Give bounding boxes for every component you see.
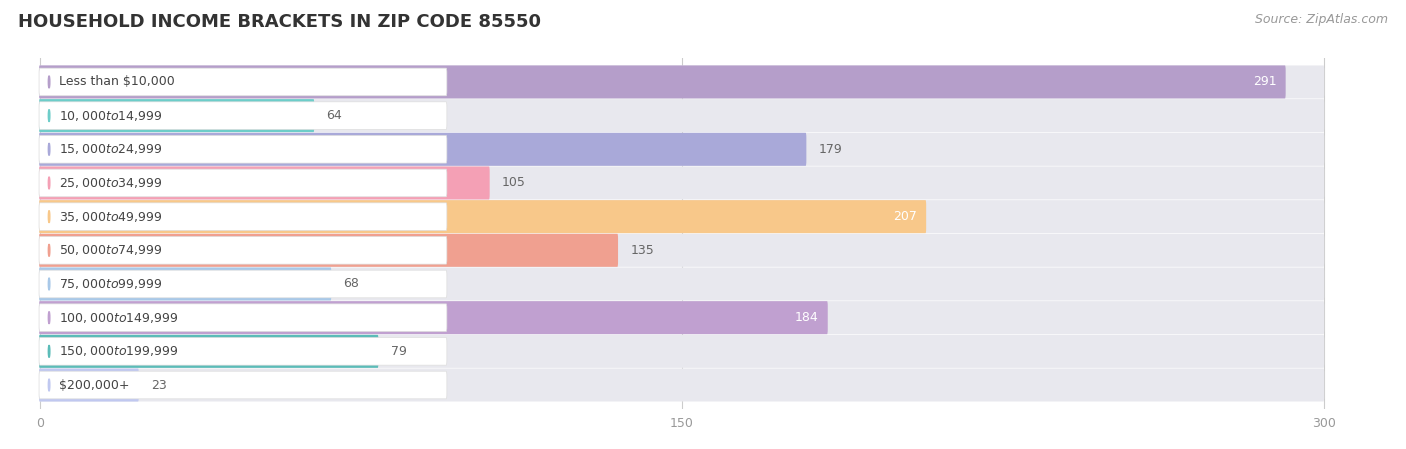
FancyBboxPatch shape (39, 335, 378, 368)
FancyBboxPatch shape (39, 66, 1285, 98)
FancyBboxPatch shape (39, 203, 447, 230)
FancyBboxPatch shape (39, 66, 1324, 98)
FancyBboxPatch shape (39, 369, 139, 401)
FancyBboxPatch shape (39, 237, 447, 264)
Circle shape (48, 379, 49, 391)
Text: $150,000 to $199,999: $150,000 to $199,999 (59, 344, 179, 358)
Text: $75,000 to $99,999: $75,000 to $99,999 (59, 277, 163, 291)
Circle shape (48, 345, 49, 357)
Text: $25,000 to $34,999: $25,000 to $34,999 (59, 176, 163, 190)
Text: HOUSEHOLD INCOME BRACKETS IN ZIP CODE 85550: HOUSEHOLD INCOME BRACKETS IN ZIP CODE 85… (18, 13, 541, 31)
FancyBboxPatch shape (39, 169, 447, 197)
Text: 64: 64 (326, 109, 342, 122)
FancyBboxPatch shape (39, 167, 489, 199)
FancyBboxPatch shape (39, 301, 1324, 334)
Circle shape (48, 143, 49, 155)
Text: $10,000 to $14,999: $10,000 to $14,999 (59, 109, 163, 123)
FancyBboxPatch shape (39, 200, 927, 233)
FancyBboxPatch shape (39, 369, 1324, 401)
Text: $15,000 to $24,999: $15,000 to $24,999 (59, 142, 163, 156)
Circle shape (48, 110, 49, 122)
FancyBboxPatch shape (39, 268, 332, 300)
Text: 207: 207 (893, 210, 917, 223)
FancyBboxPatch shape (39, 371, 447, 399)
FancyBboxPatch shape (39, 133, 1324, 166)
Text: 179: 179 (818, 143, 842, 156)
FancyBboxPatch shape (39, 301, 828, 334)
Text: Source: ZipAtlas.com: Source: ZipAtlas.com (1254, 13, 1388, 26)
Text: 23: 23 (150, 379, 167, 392)
FancyBboxPatch shape (39, 133, 807, 166)
Text: 135: 135 (630, 244, 654, 257)
Text: 184: 184 (794, 311, 818, 324)
Circle shape (48, 76, 49, 88)
Circle shape (48, 244, 49, 256)
Text: $35,000 to $49,999: $35,000 to $49,999 (59, 210, 163, 224)
Text: 105: 105 (502, 176, 526, 189)
Circle shape (48, 211, 49, 223)
FancyBboxPatch shape (39, 99, 1324, 132)
Text: Less than $10,000: Less than $10,000 (59, 75, 174, 88)
FancyBboxPatch shape (39, 304, 447, 331)
FancyBboxPatch shape (39, 270, 447, 298)
Text: $50,000 to $74,999: $50,000 to $74,999 (59, 243, 163, 257)
FancyBboxPatch shape (39, 136, 447, 163)
FancyBboxPatch shape (39, 234, 1324, 267)
FancyBboxPatch shape (39, 99, 314, 132)
Circle shape (48, 278, 49, 290)
Text: $100,000 to $149,999: $100,000 to $149,999 (59, 311, 179, 325)
FancyBboxPatch shape (39, 268, 1324, 300)
Text: 79: 79 (391, 345, 406, 358)
FancyBboxPatch shape (39, 200, 1324, 233)
Text: $200,000+: $200,000+ (59, 379, 129, 392)
FancyBboxPatch shape (39, 335, 1324, 368)
Text: 291: 291 (1253, 75, 1277, 88)
FancyBboxPatch shape (39, 234, 619, 267)
FancyBboxPatch shape (39, 338, 447, 365)
Circle shape (48, 177, 49, 189)
FancyBboxPatch shape (39, 167, 1324, 199)
Text: 68: 68 (343, 277, 360, 291)
FancyBboxPatch shape (39, 102, 447, 129)
Circle shape (48, 312, 49, 324)
FancyBboxPatch shape (39, 68, 447, 96)
